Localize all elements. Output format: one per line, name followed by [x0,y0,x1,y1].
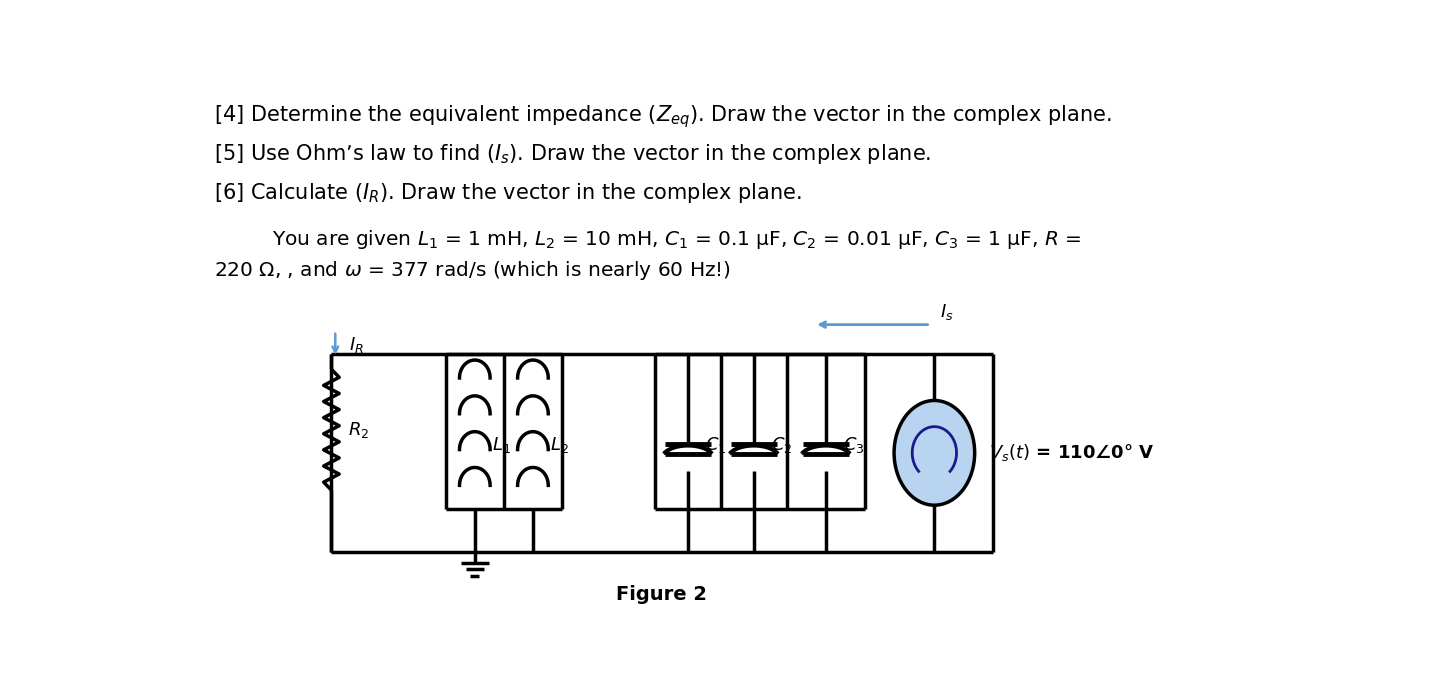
Text: $L_2$: $L_2$ [551,435,569,455]
Text: $I_s$: $I_s$ [940,302,954,321]
Text: $V_s(t)$ = 110∠0° V: $V_s(t)$ = 110∠0° V [988,443,1154,463]
Text: [5] Use Ohm’s law to find ($I_s$). Draw the vector in the complex plane.: [5] Use Ohm’s law to find ($I_s$). Draw … [213,142,931,166]
Text: $C_2$: $C_2$ [771,435,792,455]
Text: $C_3$: $C_3$ [842,435,865,455]
Text: $C_1$: $C_1$ [705,435,726,455]
Text: $L_1$: $L_1$ [492,435,511,455]
Text: [4] Determine the equivalent impedance ($Z_{eq}$). Draw the vector in the comple: [4] Determine the equivalent impedance (… [213,104,1111,131]
Text: Figure 2: Figure 2 [616,585,708,604]
Text: $I_R$: $I_R$ [349,334,365,354]
Text: [6] Calculate ($I_R$). Draw the vector in the complex plane.: [6] Calculate ($I_R$). Draw the vector i… [213,181,802,205]
Text: You are given $L_1$ = 1 mH, $L_2$ = 10 mH, $C_1$ = 0.1 μF, $C_2$ = 0.01 μF, $C_3: You are given $L_1$ = 1 mH, $L_2$ = 10 m… [272,228,1081,252]
Text: $R_2$: $R_2$ [349,420,370,440]
Ellipse shape [894,400,975,505]
Text: 220 Ω, , and $\omega$ = 377 rad/s (which is nearly 60 Hz!): 220 Ω, , and $\omega$ = 377 rad/s (which… [213,259,731,282]
